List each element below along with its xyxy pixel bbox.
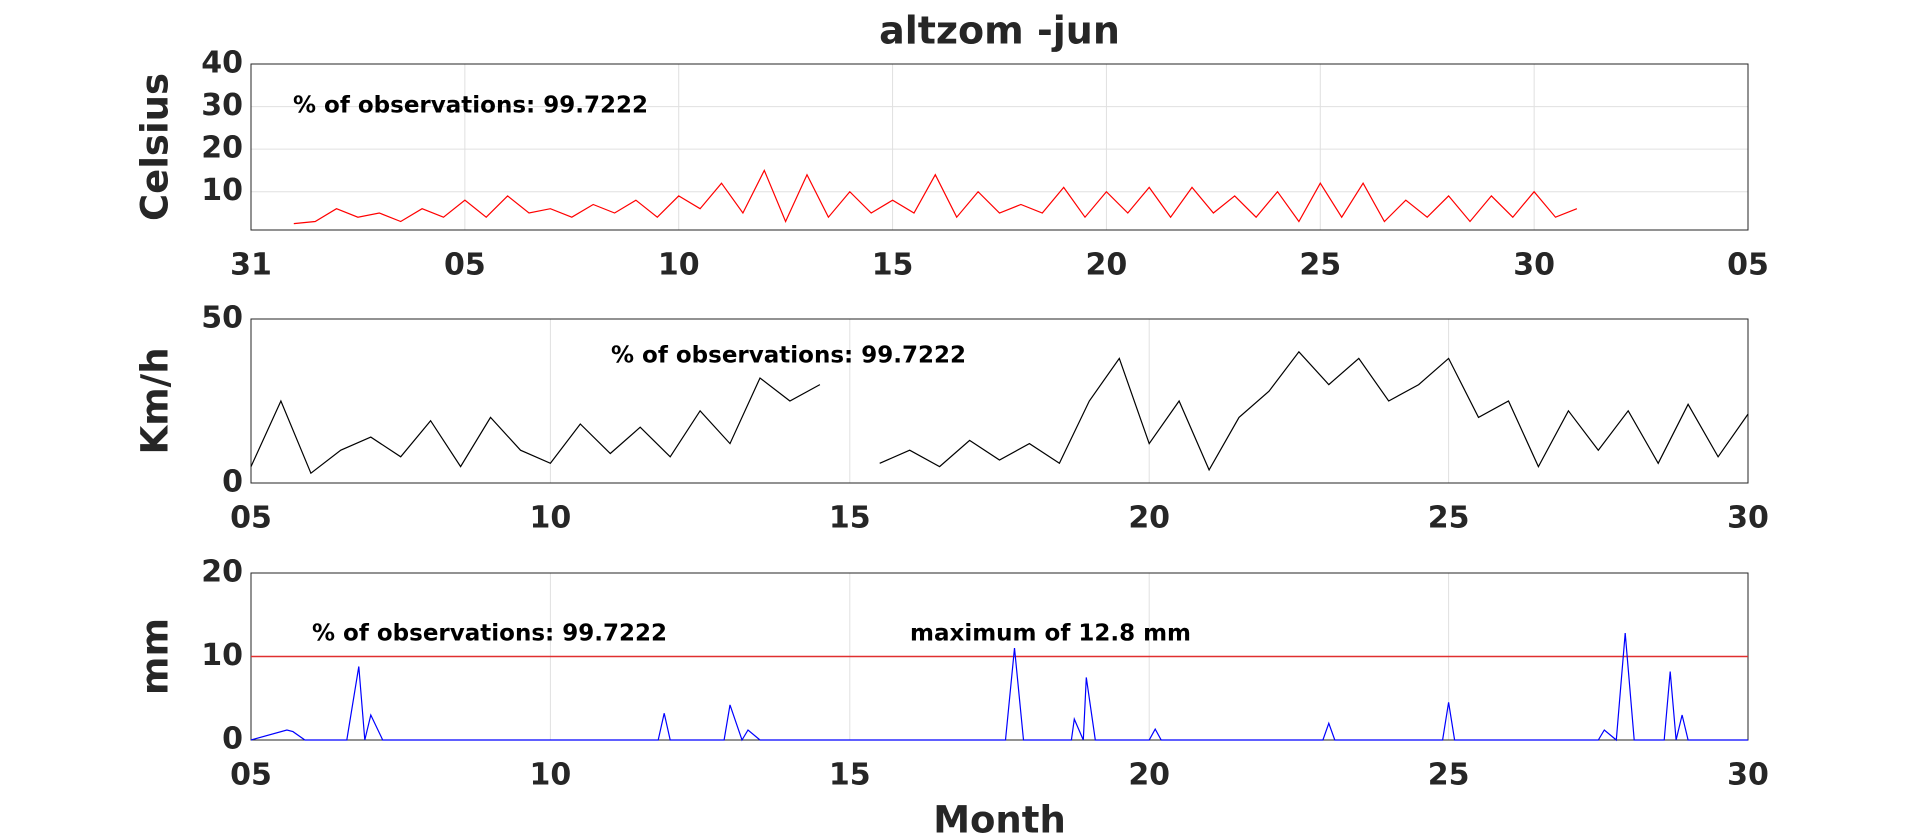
data-line — [250, 633, 1748, 742]
plot-frame — [250, 318, 1749, 484]
y-axis-label: Km/h — [134, 347, 177, 454]
y-tick-label: 10 — [201, 638, 243, 673]
x-tick-label: 25 — [1428, 758, 1470, 793]
y-tick-label: 40 — [201, 46, 243, 81]
annotation: % of observations: 99.7222 — [312, 621, 667, 647]
annotation: % of observations: 99.7222 — [293, 93, 648, 119]
y-tick-label: 0 — [222, 722, 243, 757]
x-tick-label: 31 — [230, 248, 272, 283]
x-axis-label: Month — [933, 799, 1066, 839]
y-tick-label: 20 — [201, 131, 243, 166]
x-tick-label: 15 — [872, 248, 914, 283]
plot-frame — [250, 63, 1749, 231]
x-tick-label: 20 — [1086, 248, 1128, 283]
x-tick-label: 05 — [230, 501, 272, 536]
annotation: maximum of 12.8 mm — [910, 621, 1191, 647]
y-tick-label: 30 — [201, 88, 243, 123]
x-tick-label: 10 — [658, 248, 700, 283]
y-tick-label: 50 — [201, 301, 243, 336]
x-tick-label: 05 — [444, 248, 486, 283]
data-line — [293, 168, 1578, 225]
x-tick-label: 25 — [1299, 248, 1341, 283]
x-tick-label: 30 — [1727, 758, 1769, 793]
data-line — [250, 350, 1749, 475]
y-tick-label: 0 — [222, 465, 243, 500]
chart-title: altzom -jun — [879, 9, 1120, 53]
x-tick-label: 25 — [1428, 501, 1470, 536]
x-tick-label: 30 — [1513, 248, 1555, 283]
x-tick-label: 30 — [1727, 501, 1769, 536]
x-tick-label: 20 — [1128, 758, 1170, 793]
x-tick-label: 05 — [230, 758, 272, 793]
y-tick-label: 10 — [201, 173, 243, 208]
x-tick-label: 15 — [829, 758, 871, 793]
annotation: % of observations: 99.7222 — [611, 343, 966, 369]
y-axis-label: Celsius — [134, 73, 177, 221]
x-tick-label: 05 — [1727, 248, 1769, 283]
x-tick-label: 20 — [1128, 501, 1170, 536]
x-tick-label: 10 — [530, 758, 572, 793]
x-tick-label: 15 — [829, 501, 871, 536]
y-axis-label: mm — [134, 618, 177, 695]
x-tick-label: 10 — [530, 501, 572, 536]
y-tick-label: 20 — [201, 555, 243, 590]
